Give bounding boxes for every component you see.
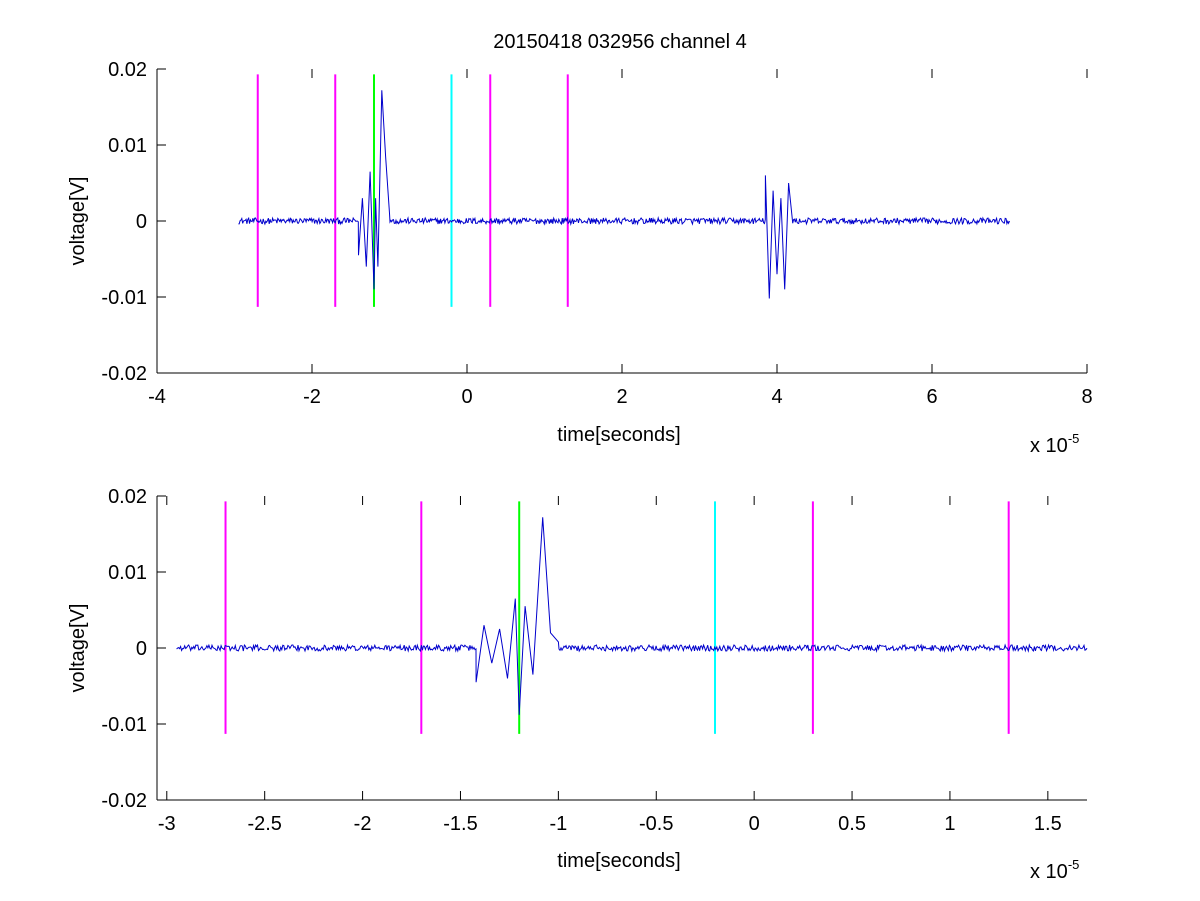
y-tick-label: 0.02 [108,486,147,508]
x-tick-label: 4 [771,386,782,408]
plot-top-x-label: time[seconds] [557,424,680,446]
y-tick-label: -0.01 [101,714,147,736]
plot-top-y-label: voltage[V] [67,177,89,266]
x-tick-label: -2.5 [247,813,281,835]
x-tick-label: 0 [749,813,760,835]
x-tick-label: 2 [616,386,627,408]
plot-top-y-ticks: 0.02 0.01 0 -0.01 -0.02 [101,59,166,385]
y-tick-label: -0.02 [101,363,147,385]
plot-bottom-x-ticks: -3 -2.5 -2 -1.5 -1 -0.5 0 0.5 1 1.5 [158,496,1062,835]
x-tick-label: 1.5 [1034,813,1062,835]
y-tick-label: 0.01 [108,562,147,584]
y-tick-label: 0 [136,211,147,233]
plot-top-x-ticks: -4 -2 0 2 4 6 8 [148,69,1093,408]
plot-bottom-x-label: time[seconds] [557,850,680,872]
y-tick-label: 0 [136,638,147,660]
x-tick-label: 0 [461,386,472,408]
y-tick-label: 0.01 [108,135,147,157]
plot-bottom-trace [176,517,1088,715]
x-tick-label: 1 [944,813,955,835]
x-tick-label: 8 [1081,386,1092,408]
y-tick-label: 0.02 [108,59,147,81]
x-tick-label: -2 [303,386,321,408]
plot-bottom-y-label: voltage[V] [67,604,89,693]
x-tick-label: -0.5 [639,813,673,835]
signal-trace [176,517,1088,715]
plot-bottom-y-ticks: 0.02 0.01 0 -0.01 -0.02 [101,486,166,812]
y-tick-label: -0.02 [101,790,147,812]
x-tick-label: 6 [926,386,937,408]
plot-bottom: -3 -2.5 -2 -1.5 -1 -0.5 0 0.5 1 1.5 0.02 0.01 0 -0.0… [67,486,1088,883]
y-tick-label: -0.01 [101,287,147,309]
x-tick-label: -2 [354,813,372,835]
plot-top: -4 -2 0 2 4 6 8 0.02 0.01 0 -0.01 -0.02 time[secon… [67,59,1093,457]
plot-top-markers [256,74,569,307]
chart-title: 20150418 032956 channel 4 [493,31,747,53]
plot-bottom-x-multiplier: x 10-5 [1030,857,1079,883]
plot-top-x-multiplier: x 10-5 [1030,431,1079,457]
x-tick-label: -3 [158,813,176,835]
x-tick-label: -4 [148,386,166,408]
signal-trace [238,90,1010,299]
plot-bottom-markers [224,501,1010,734]
plot-top-trace [238,90,1010,299]
x-tick-label: -1 [549,813,567,835]
x-tick-label: -1.5 [443,813,477,835]
x-tick-label: 0.5 [838,813,866,835]
